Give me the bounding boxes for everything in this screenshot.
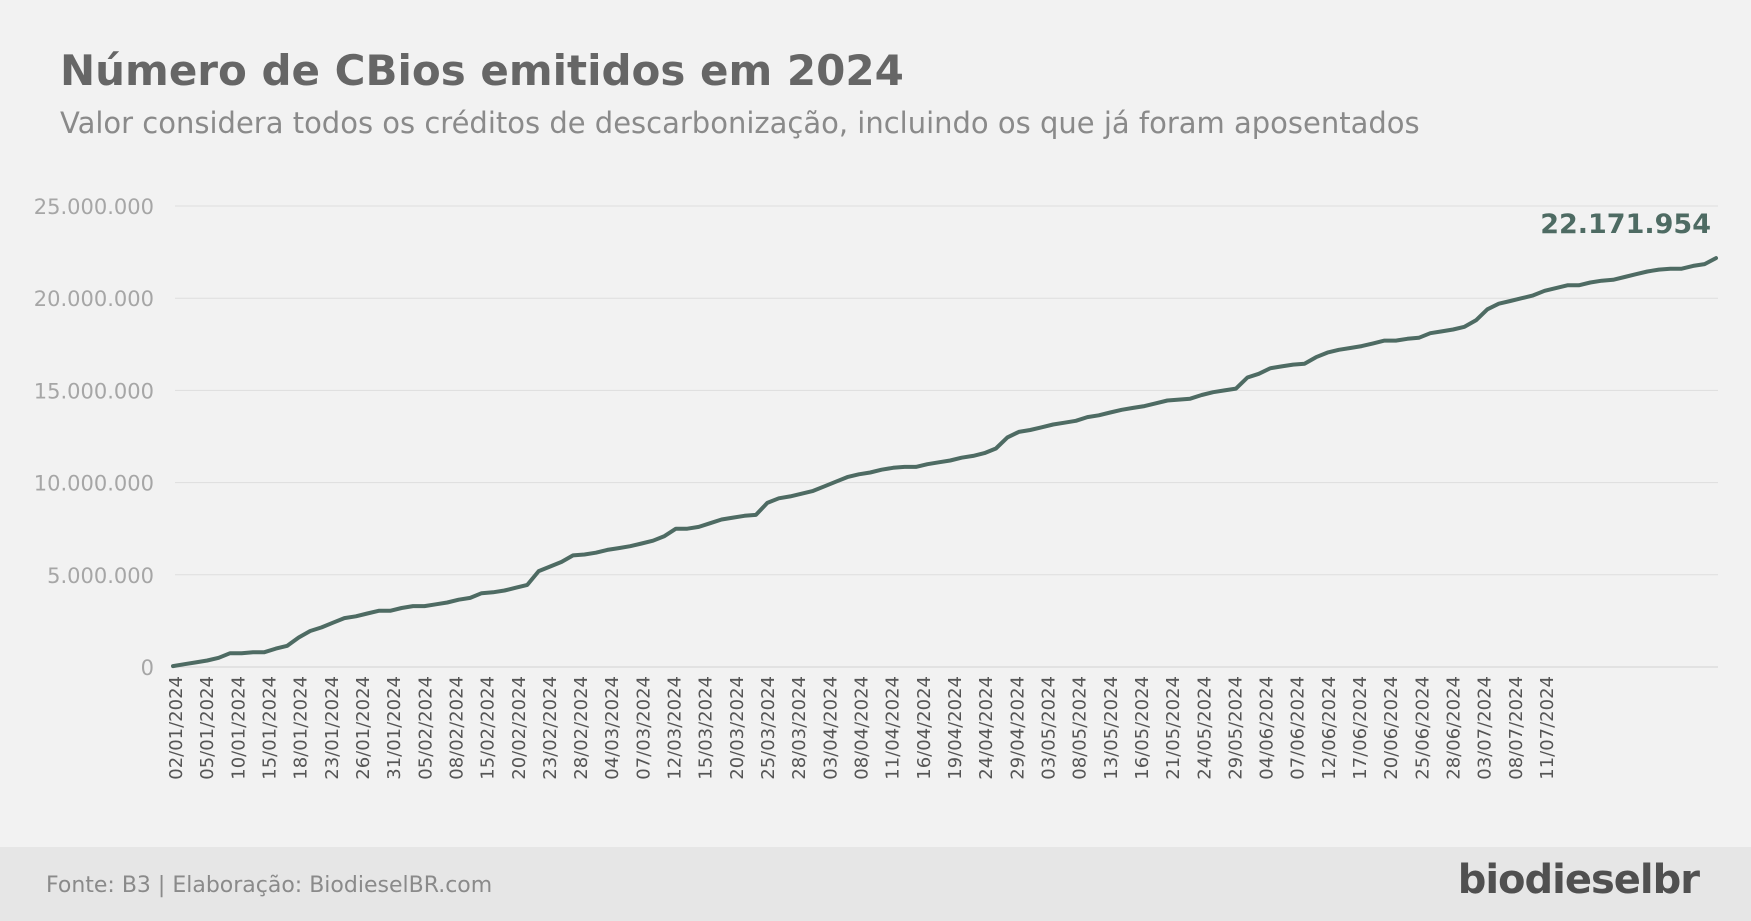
source-credit: Fonte: B3 | Elaboração: BiodieselBR.com xyxy=(46,873,493,898)
end-value-label: 22.171.954 xyxy=(1540,209,1711,240)
x-tick-label: 05/01/2024 xyxy=(197,676,218,780)
x-tick-label: 18/01/2024 xyxy=(291,676,312,780)
x-tick-label: 26/01/2024 xyxy=(353,676,374,780)
y-tick-label: 10.000.000 xyxy=(34,472,154,496)
x-tick-label: 16/05/2024 xyxy=(1132,676,1153,780)
x-tick-label: 08/05/2024 xyxy=(1070,676,1091,780)
x-tick-label: 15/01/2024 xyxy=(259,676,280,780)
x-tick-label: 05/02/2024 xyxy=(415,676,436,780)
x-tick-label: 19/04/2024 xyxy=(945,676,966,780)
x-tick-label: 08/02/2024 xyxy=(446,676,467,780)
x-tick-label: 29/04/2024 xyxy=(1007,676,1028,780)
x-tick-label: 12/03/2024 xyxy=(665,676,686,780)
x-tick-label: 31/01/2024 xyxy=(384,676,405,780)
y-tick-label: 25.000.000 xyxy=(34,195,154,219)
y-tick-label: 5.000.000 xyxy=(47,564,154,588)
x-tick-label: 28/03/2024 xyxy=(789,676,810,780)
x-tick-label: 25/06/2024 xyxy=(1412,676,1433,780)
x-tick-label: 17/06/2024 xyxy=(1350,676,1371,780)
footer-bar: Fonte: B3 | Elaboração: BiodieselBR.com … xyxy=(0,847,1751,921)
x-tick-label: 04/06/2024 xyxy=(1257,676,1278,780)
x-tick-label: 12/06/2024 xyxy=(1319,676,1340,780)
x-tick-label: 11/07/2024 xyxy=(1537,676,1558,780)
line-chart: 0 5.000.000 10.000.000 15.000.000 20.000.000… xyxy=(34,195,1718,780)
x-tick-label: 10/01/2024 xyxy=(228,676,249,780)
x-tick-label: 15/03/2024 xyxy=(696,676,717,780)
x-tick-label: 20/06/2024 xyxy=(1381,676,1402,780)
x-tick-label: 23/02/2024 xyxy=(540,676,561,780)
x-tick-label: 08/04/2024 xyxy=(852,676,873,780)
x-tick-label: 23/01/2024 xyxy=(322,676,343,780)
x-tick-label: 11/04/2024 xyxy=(883,676,904,780)
x-tick-label: 07/03/2024 xyxy=(633,676,654,780)
x-tick-label: 16/04/2024 xyxy=(914,676,935,780)
x-tick-label: 03/04/2024 xyxy=(820,676,841,780)
brand-logo: biodieselbr xyxy=(1457,857,1700,903)
x-tick-label: 07/06/2024 xyxy=(1288,676,1309,780)
chart-title: Número de CBios emitidos em 2024 xyxy=(60,46,904,95)
x-tick-label: 28/02/2024 xyxy=(571,676,592,780)
x-tick-label: 08/07/2024 xyxy=(1506,676,1527,780)
x-tick-label: 02/01/2024 xyxy=(166,676,187,780)
chart-subtitle: Valor considera todos os créditos de des… xyxy=(60,106,1420,140)
x-tick-label: 03/07/2024 xyxy=(1475,676,1496,780)
x-tick-label: 28/06/2024 xyxy=(1444,676,1465,780)
x-tick-label: 04/03/2024 xyxy=(602,676,623,780)
x-tick-label: 25/03/2024 xyxy=(758,676,779,780)
y-tick-label: 0 xyxy=(141,656,154,680)
y-tick-label: 20.000.000 xyxy=(34,287,154,311)
x-tick-label: 13/05/2024 xyxy=(1101,676,1122,780)
x-tick-label: 24/04/2024 xyxy=(976,676,997,780)
x-tick-label: 03/05/2024 xyxy=(1038,676,1059,780)
series-line xyxy=(171,256,1718,669)
x-tick-label: 20/02/2024 xyxy=(509,676,530,780)
x-tick-label: 15/02/2024 xyxy=(478,676,499,780)
x-tick-label: 29/05/2024 xyxy=(1225,676,1246,780)
y-tick-label: 15.000.000 xyxy=(34,379,154,403)
x-tick-label: 21/05/2024 xyxy=(1163,676,1184,780)
x-tick-label: 20/03/2024 xyxy=(727,676,748,780)
x-tick-label: 24/05/2024 xyxy=(1194,676,1215,780)
